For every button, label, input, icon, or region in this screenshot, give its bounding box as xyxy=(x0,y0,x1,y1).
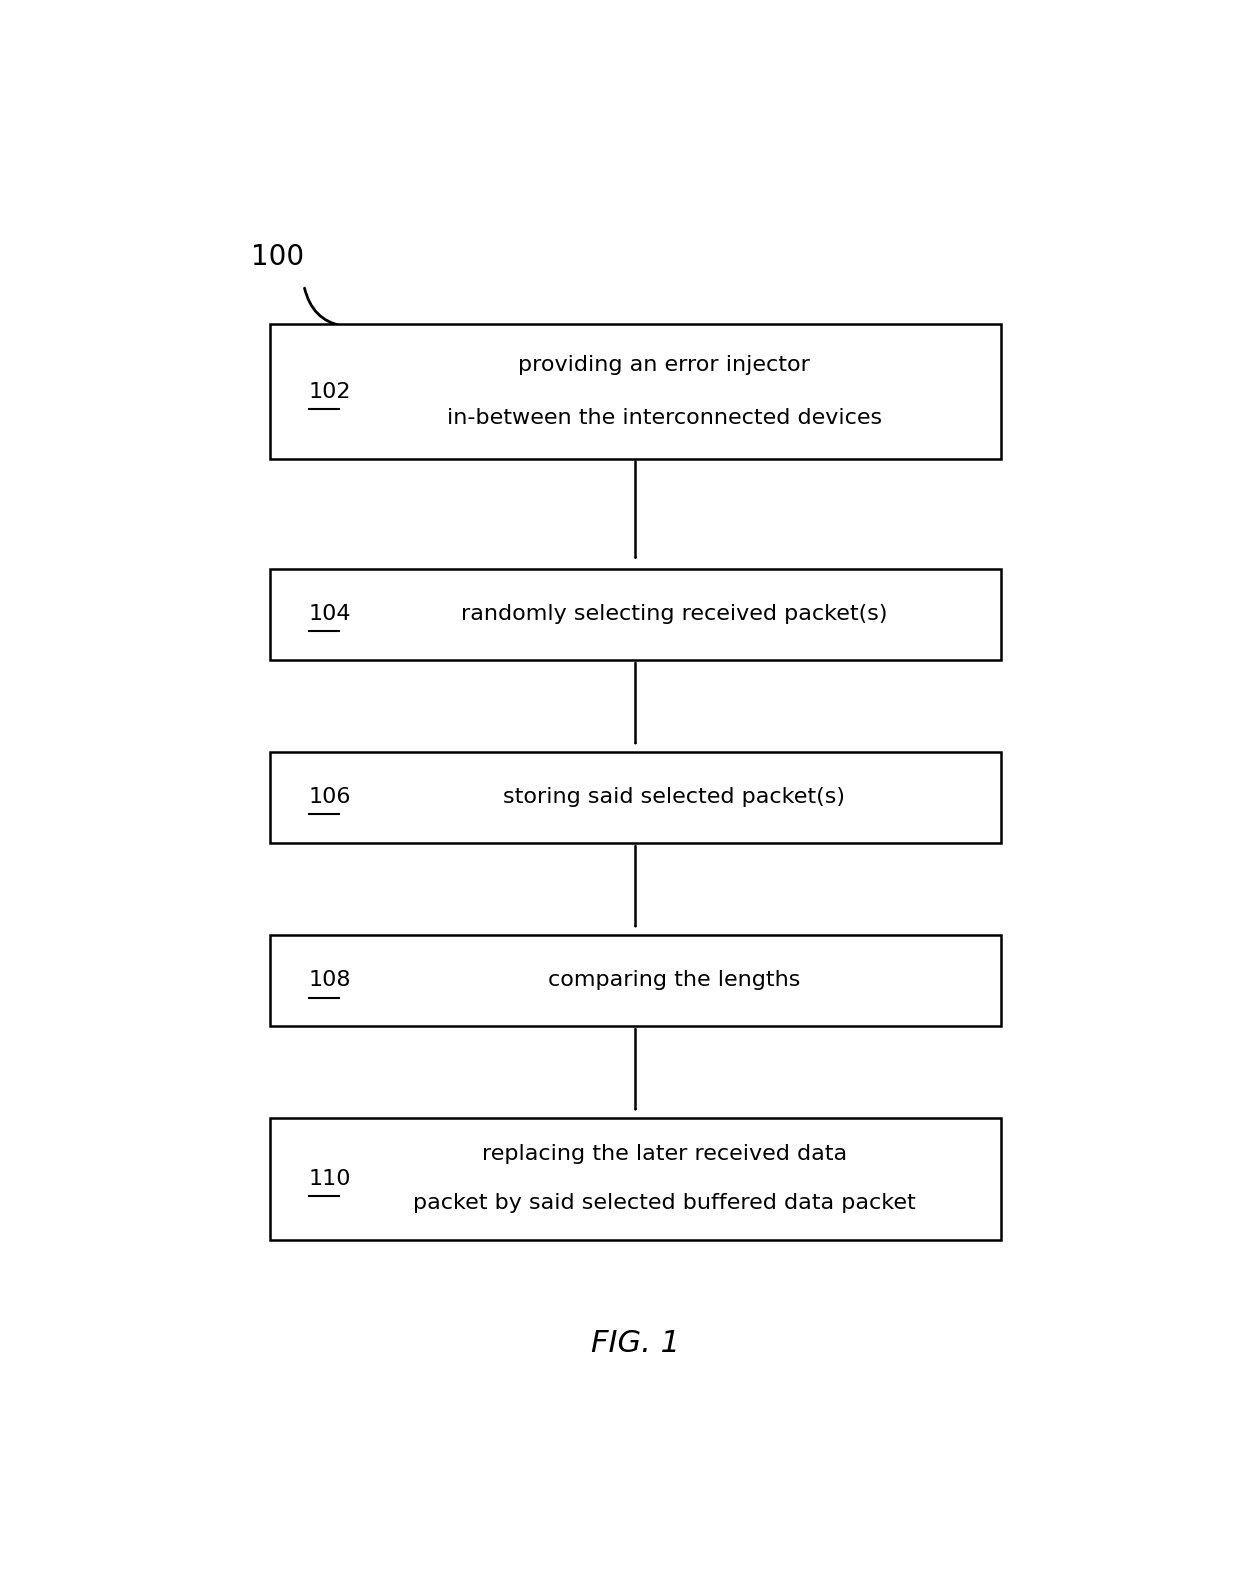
Text: storing said selected packet(s): storing said selected packet(s) xyxy=(503,788,844,807)
FancyArrowPatch shape xyxy=(305,288,342,327)
Text: comparing the lengths: comparing the lengths xyxy=(548,970,800,991)
Bar xyxy=(270,569,1001,659)
Text: 100: 100 xyxy=(250,244,304,271)
Text: packet by said selected buffered data packet: packet by said selected buffered data pa… xyxy=(413,1194,915,1213)
Text: providing an error injector: providing an error injector xyxy=(518,355,810,374)
Text: 110: 110 xyxy=(309,1168,351,1189)
Text: 108: 108 xyxy=(309,970,351,991)
Bar xyxy=(270,935,1001,1025)
Bar xyxy=(270,1117,1001,1239)
Text: randomly selecting received packet(s): randomly selecting received packet(s) xyxy=(461,604,887,624)
Text: replacing the later received data: replacing the later received data xyxy=(482,1144,847,1165)
Text: FIG. 1: FIG. 1 xyxy=(591,1330,680,1358)
Text: 102: 102 xyxy=(309,382,351,401)
Bar xyxy=(270,751,1001,843)
Bar xyxy=(270,325,1001,458)
Text: in-between the interconnected devices: in-between the interconnected devices xyxy=(446,409,882,428)
Text: 106: 106 xyxy=(309,788,351,807)
Text: 104: 104 xyxy=(309,604,351,624)
